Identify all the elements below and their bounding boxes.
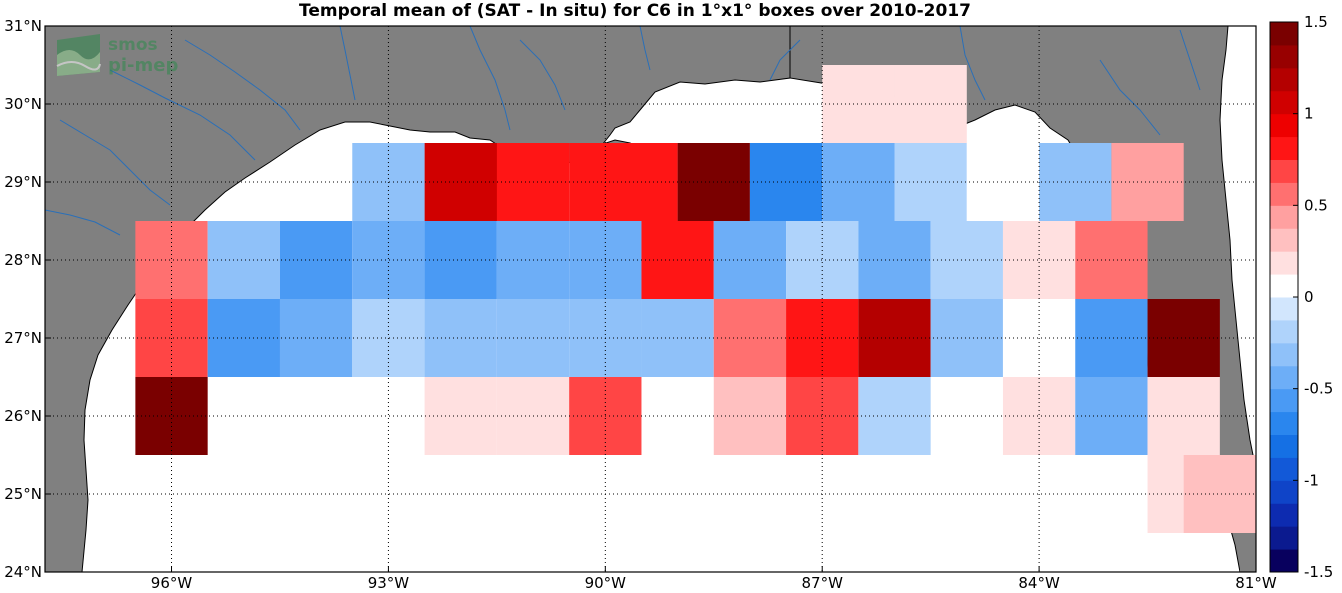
colorbar-segment (1270, 205, 1298, 229)
land-gulf-coast (45, 26, 791, 572)
heatmap-cell (858, 299, 931, 377)
colorbar-segment (1270, 549, 1298, 573)
colorbar-segment (1270, 388, 1298, 413)
heatmap-cell (894, 65, 967, 143)
heatmap-cell (894, 143, 967, 221)
colorbar-segment (1270, 434, 1298, 458)
heatmap-cell (279, 299, 353, 377)
heatmap-cell (822, 65, 895, 143)
colorbar-segment (1270, 113, 1298, 138)
y-tick-label: 29°N (4, 173, 42, 191)
colorbar-segment (1270, 67, 1298, 92)
colorbar-segment (1270, 297, 1298, 321)
colorbar-tick-label: -1.5 (1304, 563, 1333, 581)
heatmap-cell (135, 221, 208, 299)
heatmap-cell (1075, 377, 1148, 455)
x-tick-label: 84°W (1018, 574, 1060, 592)
x-tick-label: 90°W (585, 574, 627, 592)
heatmap-cell (786, 221, 859, 299)
colorbar-tick-label: 0 (1304, 288, 1314, 306)
heatmap-cell (279, 221, 353, 299)
map-title: Temporal mean of (SAT - In situ) for C6 … (299, 1, 971, 21)
colorbar-segment (1270, 526, 1298, 550)
heatmap-cell (424, 299, 497, 377)
colorbar-segment (1270, 44, 1298, 69)
heatmap-cell (1147, 377, 1220, 455)
y-tick-label: 28°N (4, 251, 42, 269)
x-tick-label: 81°W (1235, 574, 1277, 592)
colorbar-segment (1270, 457, 1298, 481)
lat-lon-grid (45, 26, 1256, 572)
colorbar-tick-label: -0.5 (1304, 380, 1333, 398)
x-tick-label: 96°W (151, 574, 193, 592)
colorbar-segment (1270, 251, 1298, 275)
colorbar-segment (1270, 503, 1298, 527)
heatmap-cell (930, 221, 1003, 299)
y-tick-label: 27°N (4, 329, 42, 347)
colorbar-segment (1270, 182, 1298, 206)
map-frame (44, 25, 1257, 573)
colorbar-segment (1270, 136, 1298, 160)
y-tick-label: 25°N (4, 485, 42, 503)
heatmap-cell (822, 143, 895, 221)
heatmap-cell (858, 221, 931, 299)
colorbar-segment (1270, 22, 1298, 46)
colorbar-tick-label: 1 (1304, 105, 1314, 123)
colorbar-segment (1270, 480, 1298, 504)
heatmap-cell (749, 143, 823, 221)
colorbar-segment (1270, 411, 1298, 435)
map-area (45, 26, 1256, 572)
colorbar-tick-label: 0.5 (1304, 196, 1328, 214)
heatmap-cell (135, 377, 208, 455)
heatmap-cell (1147, 299, 1220, 377)
heatmap-cell (207, 221, 280, 299)
colorbar-tick-label: -1 (1304, 471, 1319, 489)
colorbar: 1.5 1 0.5 0 -0.5 -1 -1.5 (1269, 13, 1333, 581)
colorbar-segment (1270, 342, 1298, 367)
axis-ticks: 96°W 93°W 90°W 87°W 84°W 81°W 24°N 25°N 26°N 27°N… (4, 17, 1277, 592)
heatmap-cell (424, 377, 497, 455)
heatmap-cell (1075, 299, 1148, 377)
heatmap-cells (135, 65, 1256, 533)
colorbar-segment (1270, 274, 1298, 298)
heatmap-cell (424, 221, 497, 299)
heatmap-cell (786, 377, 859, 455)
colorbar-segment (1270, 365, 1298, 390)
y-tick-label: 26°N (4, 407, 42, 425)
heatmap-cell (966, 143, 1040, 221)
colorbar-segment (1270, 228, 1298, 252)
heatmap-cell (424, 143, 497, 221)
x-tick-label: 93°W (368, 574, 410, 592)
y-tick-label: 31°N (4, 17, 42, 35)
heatmap-cell (1183, 455, 1256, 533)
heatmap-cell (1075, 221, 1148, 299)
heatmap-cell (858, 377, 931, 455)
logo-line1: smos (108, 35, 158, 55)
heatmap-cell (207, 299, 280, 377)
x-tick-label: 87°W (801, 574, 843, 592)
rivers (45, 26, 1201, 236)
wave-logo-icon (56, 34, 101, 76)
colorbar-segment (1270, 159, 1298, 183)
y-tick-label: 24°N (4, 563, 42, 581)
heatmap-cell (1039, 143, 1112, 221)
logo-line2: pi-mep (108, 55, 178, 76)
heatmap-cell (1111, 143, 1184, 221)
colorbar-segment (1270, 90, 1298, 115)
colorbar-tick-label: 1.5 (1304, 13, 1328, 31)
heatmap-cell (930, 299, 1003, 377)
colorbar-segment (1270, 319, 1298, 344)
smos-pimep-logo: smos pi-mep (56, 34, 178, 76)
y-tick-label: 30°N (4, 95, 42, 113)
